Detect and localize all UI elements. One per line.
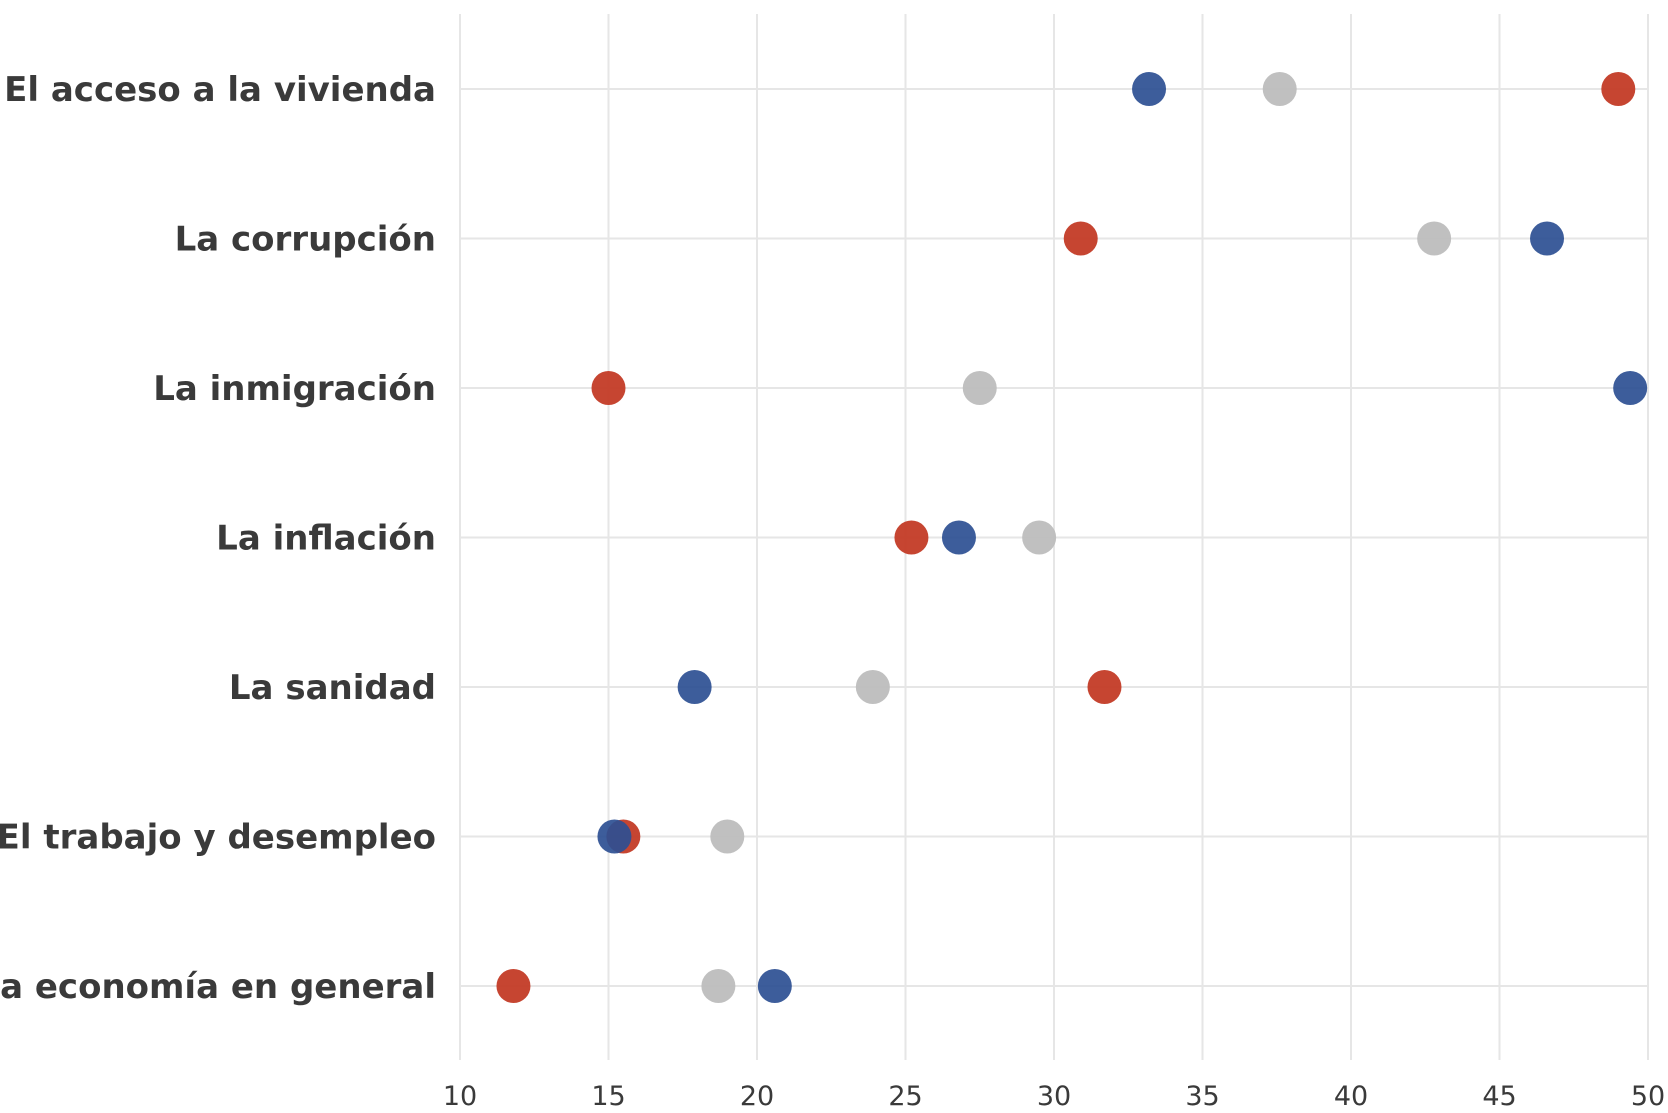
x-tick-label: 10	[443, 1081, 477, 1112]
x-tick-label: 50	[1631, 1081, 1665, 1112]
data-point	[894, 520, 929, 555]
x-tick-label: 20	[740, 1081, 774, 1112]
data-point	[701, 969, 736, 1003]
data-point	[1063, 221, 1098, 256]
data-point	[496, 969, 531, 1003]
category-labels: El acceso a la vivienda La corrupción La i…	[0, 70, 436, 1007]
category-label: La economía en general	[0, 967, 436, 1007]
data-point	[1530, 221, 1565, 256]
data-point	[962, 371, 997, 405]
data-point	[591, 371, 626, 405]
data-point	[710, 819, 745, 854]
data-point	[1022, 520, 1057, 555]
x-axis-ticks: 10 15 20 25 30 35 40 45 50	[443, 1081, 1665, 1112]
category-label: El trabajo y desempleo	[0, 818, 436, 858]
data-point	[1262, 72, 1297, 106]
data-point	[677, 670, 712, 704]
data-point	[757, 969, 792, 1003]
data-point	[597, 819, 632, 854]
x-tick-label: 30	[1037, 1081, 1071, 1112]
data-point	[1087, 670, 1122, 704]
category-label: La sanidad	[229, 668, 436, 708]
data-points	[496, 72, 1648, 1003]
x-tick-label: 45	[1482, 1081, 1516, 1112]
x-tick-label: 40	[1334, 1081, 1368, 1112]
category-label: La inmigración	[153, 369, 436, 409]
category-label: La corrupción	[175, 220, 436, 260]
x-tick-label: 25	[888, 1081, 922, 1112]
category-label: El acceso a la vivienda	[4, 70, 436, 110]
data-point	[1613, 371, 1648, 405]
data-point	[1132, 72, 1167, 106]
category-label: La inflación	[216, 519, 436, 559]
data-point	[1417, 221, 1452, 256]
x-tick-label: 15	[591, 1081, 625, 1112]
data-point	[941, 520, 976, 555]
x-tick-label: 35	[1185, 1081, 1219, 1112]
data-point	[855, 670, 890, 704]
data-point	[1601, 72, 1636, 106]
